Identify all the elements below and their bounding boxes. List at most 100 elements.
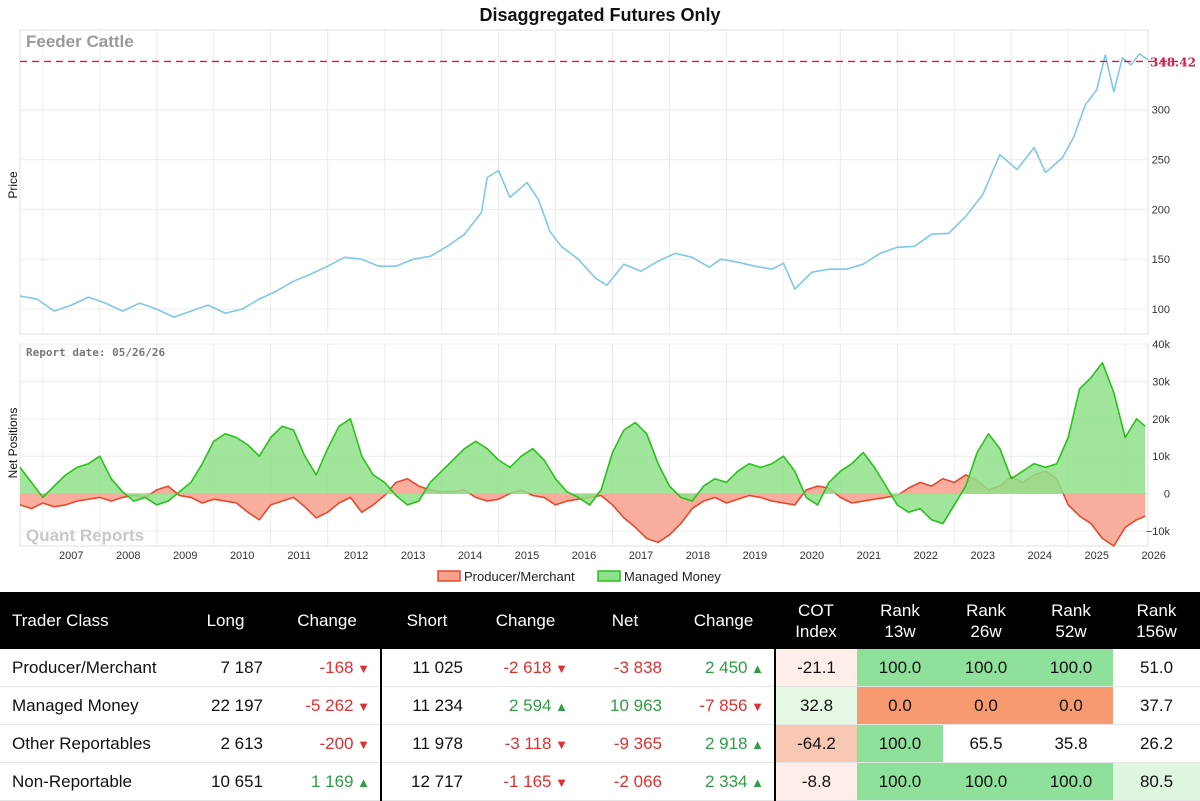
table-row: Other Reportables 2 613 -200 ▼ 11 978 -3 118… [0,724,1200,763]
column-header-line1: Change [693,611,754,630]
table-row: Non-Reportable 10 651 1 169 ▲ 12 717 -1 165 … [0,762,1200,801]
cell-value: -9 365 [613,733,662,753]
cell-r13: 100.0 [857,762,943,801]
table-header-row: Trader Class Long Change Short Change Net Chan… [0,592,1200,649]
cell-value: -21.1 [797,657,836,677]
net-tick-label: 0 [1164,489,1170,501]
net-axis-label: Net Positions [6,408,20,479]
column-header: Rank 13w [857,592,943,649]
cell-value: 2 594 [508,695,552,715]
cell-r26: 0.0 [943,686,1029,725]
column-header-line1: Short [406,611,448,630]
x-tick-label: 2020 [800,550,824,562]
cell-long: 22 197 [178,686,273,725]
cell-r26: 100.0 [943,762,1029,801]
x-tick-label: 2019 [743,550,767,562]
price-plot-area [19,29,1149,335]
cell-r13: 100.0 [857,724,943,763]
column-header-line1: Rank [880,600,920,620]
cell-r52: 35.8 [1029,724,1113,763]
column-header-line2: Index [795,621,837,641]
cell-value: 1 169 [310,771,354,791]
column-header-line1: Change [297,611,357,630]
arrow-down-icon: ▼ [747,698,764,714]
cell-value: -64.2 [797,733,836,753]
cell-value: Managed Money [12,695,139,715]
cell-value: 11 978 [412,733,463,753]
cell-short-chg: -2 618 ▼ [473,649,578,687]
x-tick-label: 2024 [1028,550,1052,562]
cell-value: 12 717 [411,771,463,791]
cell-cot: -21.1 [774,649,857,687]
cell-r52: 100.0 [1029,649,1113,687]
arrow-down-icon: ▼ [551,774,568,790]
cell-r156: 26.2 [1113,724,1200,763]
column-header-line1: Net [611,611,639,630]
cell-value: 2 918 [704,733,748,753]
arrow-down-icon: ▼ [551,736,568,752]
cell-value: -3 118 [504,733,552,753]
x-tick-label: 2025 [1084,550,1108,562]
cell-name: Non-Reportable [0,762,178,801]
arrow-up-icon: ▲ [747,736,764,752]
table-row: Producer/Merchant 7 187 -168 ▼ 11 025 -2 618… [0,649,1200,687]
column-header: Change [273,592,381,649]
column-header: COT Index [775,592,857,649]
cell-net-chg: 2 450 ▲ [672,649,775,687]
cell-net: -2 066 [578,762,672,801]
cell-r156: 80.5 [1113,762,1200,801]
column-header-line2: 156w [1136,621,1177,641]
cell-value: 11 234 [412,695,463,715]
cell-cot: -8.8 [774,762,857,801]
price-line [19,53,1149,318]
x-tick-label: 2018 [686,550,710,562]
cell-name: Managed Money [0,686,178,725]
price-tick-label: 100 [1152,304,1170,316]
column-header: Change [672,592,775,649]
arrow-up-icon: ▲ [353,774,370,790]
cell-value: 11 025 [412,657,463,677]
cell-value: 10 651 [211,771,263,791]
column-header-line1: Rank [1051,600,1091,620]
cell-long: 10 651 [178,762,273,801]
column-header-line2: 26w [970,621,1002,641]
cell-value: 2 450 [704,657,748,677]
column-header: Rank 52w [1029,592,1113,649]
cell-short-chg: -1 165 ▼ [473,762,578,801]
cell-value: 80.5 [1139,771,1174,791]
arrow-down-icon: ▼ [353,736,370,752]
x-tick-label: 2010 [230,550,254,562]
cell-r26: 65.5 [943,724,1029,763]
chart-title: Disaggregated Futures Only [479,5,720,25]
x-tick-label: 2021 [857,550,881,562]
cell-value: Producer/Merchant [12,657,157,677]
cell-value: -2 066 [613,771,662,791]
x-tick-label: 2009 [173,550,197,562]
cell-short: 11 234 [380,686,473,725]
cell-net-chg: 2 334 ▲ [672,762,775,801]
cell-value: 37.7 [1139,695,1174,715]
cot-chart: Disaggregated Futures Only 100 150 200 250 3… [6,5,1196,584]
report-date: Report date: 05/26/26 [26,346,165,359]
cell-short-chg: -3 118 ▼ [473,724,578,763]
cell-net-chg: -7 856 ▼ [672,686,775,725]
cell-value: 35.8 [1054,733,1088,753]
price-tick-label: 300 [1152,105,1170,117]
cell-value: 32.8 [799,695,834,715]
x-tick-label: 2026 [1141,550,1165,562]
cell-value: -2 618 [503,657,552,677]
arrow-down-icon: ▼ [353,660,370,676]
x-tick-label: 2013 [401,550,425,562]
legend-swatch-producer-merchant [437,570,461,582]
price-tick-label: 200 [1152,204,1170,216]
column-header-line2: 13w [884,621,916,641]
cell-long-chg: -5 262 ▼ [273,686,381,725]
x-tick-label: 2008 [116,550,140,562]
x-tick-label: 2022 [914,550,938,562]
cell-r52: 0.0 [1029,686,1113,725]
watermark-quant-reports: Quant Reports [26,526,144,545]
column-header-line1: Change [495,611,556,630]
cell-value: 100.0 [878,657,922,677]
column-header: Long [178,592,273,649]
price-reference-label: 348.42 [1150,55,1196,69]
